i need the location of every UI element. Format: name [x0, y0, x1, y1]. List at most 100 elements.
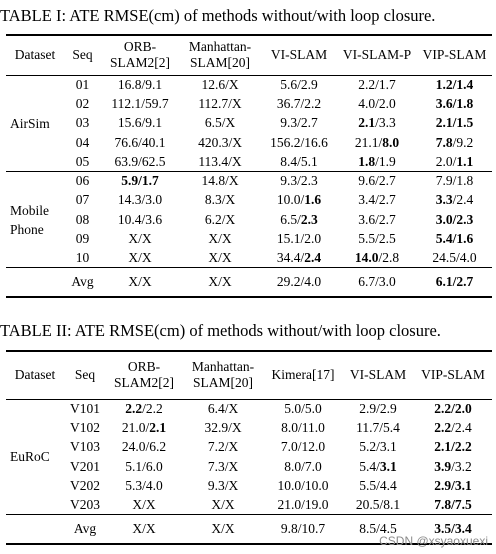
table-cell: V102: [70, 419, 100, 435]
table-cell: 3.0/2.3: [435, 211, 474, 227]
table-cell: 07: [75, 192, 90, 208]
table-cell: 36.7/2.2: [276, 95, 322, 111]
avg-cell: X/X: [208, 274, 232, 290]
table-row: 08 10.4/3.6 6.2/X 6.5/2.3 3.6/2.7 3.0/2.3: [6, 210, 492, 229]
table-row: EuRoC V101 2.2/2.2 6.4/X 5.0/5.0 2.9/2.9 2.2/2…: [6, 399, 492, 465]
avg-cell: Avg: [71, 274, 94, 290]
table-cell: 14.0/2.8: [354, 250, 400, 266]
table-cell: 11.7/5.4: [356, 419, 400, 435]
table-cell: 8.3/X: [204, 192, 236, 208]
table-cell: 05: [75, 153, 90, 169]
watermark: CSDN @xsyaoxuexi: [379, 534, 488, 548]
table-row: Mobile Phone 06 5.9/1.7 14.8/X 9.3/2.3 9.6/2.7…: [6, 171, 492, 236]
table-cell: 2.2/1.7: [358, 76, 396, 92]
column-header: Kimera[17]: [271, 367, 335, 383]
table-cell: 21.0/2.1: [121, 419, 167, 435]
table-cell: 3.9/3.2: [434, 458, 472, 474]
table-cell: 1.2/1.4: [435, 76, 474, 92]
avg-cell: 8.5/4.5: [359, 521, 397, 537]
table-row: V103 24.0/6.2 7.2/X 7.0/12.0 5.2/3.1 2.1/2.2: [6, 438, 492, 457]
table-cell: V201: [70, 458, 100, 474]
column-header: ORB- SLAM2[2]: [114, 359, 174, 391]
avg-cell: X/X: [132, 521, 156, 537]
table-cell: 2.0/1.1: [435, 153, 474, 169]
table-cell: 5.6/2.9: [280, 76, 318, 92]
table-cell: 24.5/4.0: [432, 250, 477, 266]
table1: Dataset Seq ORB- SLAM2[2] Manhattan- SLAM[20]…: [6, 34, 492, 298]
table-cell: 5.0/5.0: [284, 400, 322, 416]
table-cell: 5.4/3.1: [359, 458, 397, 474]
empty-cell: [6, 268, 64, 297]
table-cell: 3.6/2.7: [358, 211, 396, 227]
column-header: VI-SLAM: [349, 367, 407, 383]
table-cell: 02: [75, 95, 90, 111]
table-cell: X/X: [208, 250, 232, 266]
avg-cell: 29.2/4.0: [276, 274, 322, 290]
table-cell: 8.0/7.0: [284, 458, 322, 474]
table-cell: 06: [75, 173, 90, 189]
column-header: ORB- SLAM2[2]: [110, 39, 170, 71]
table-cell: 04: [75, 134, 90, 150]
table-cell: 09: [75, 231, 90, 247]
avg-cell: X/X: [211, 521, 235, 537]
table-cell: 5.1/6.0: [125, 458, 163, 474]
table-cell: 15.1/2.0: [276, 231, 322, 247]
table-cell: 2.1/3.3: [358, 115, 396, 131]
table-cell: V103: [70, 439, 100, 455]
avg-cell: Avg: [73, 521, 97, 537]
column-header: Seq: [72, 47, 93, 63]
avg-cell: 6.1/2.7: [435, 274, 474, 290]
dataset-label: EuRoC: [10, 449, 50, 465]
table-cell: 2.2/2.2: [125, 400, 163, 416]
table-cell: 21.0/19.0: [277, 496, 329, 512]
column-header: VI-SLAM-P: [342, 47, 412, 63]
table-cell: V203: [70, 496, 100, 512]
table-cell: 9.3/2.7: [280, 115, 318, 131]
table2: Dataset Seq ORB- SLAM2[2] Manhattan- SLAM[20]…: [6, 350, 492, 545]
table-cell: 21.1/8.0: [354, 134, 400, 150]
table-cell: 24.0/6.2: [121, 439, 167, 455]
table-cell: X/X: [211, 496, 235, 512]
table-cell: 10.4/3.6: [117, 211, 163, 227]
column-header: Manhattan- SLAM[20]: [191, 359, 255, 391]
table-cell: 6.4/X: [207, 400, 239, 416]
table-cell: 3.4/2.7: [358, 192, 396, 208]
table2-caption: TABLE II: ATE RMSE(cm) of methods withou…: [0, 321, 441, 340]
table-cell: 420.3/X: [198, 134, 242, 150]
table-cell: X/X: [128, 250, 152, 266]
column-header: Seq: [74, 367, 96, 383]
table-cell: 2.2/2.0: [434, 400, 472, 416]
table-cell: 2.1/1.5: [435, 115, 474, 131]
table-row: AirSim 01 16.8/9.1 12.6/X 5.6/2.9 2.2/1.7 1.2/…: [6, 75, 492, 131]
table-cell: 34.4/2.4: [276, 250, 322, 266]
dataset-label: Mobile Phone: [10, 202, 49, 237]
table-cell: 7.8/9.2: [435, 134, 474, 150]
table1-caption: TABLE I: ATE RMSE(cm) of methods without…: [0, 6, 436, 25]
table-cell: 9.3/X: [207, 477, 239, 493]
avg-cell: X/X: [128, 274, 152, 290]
table-cell: 63.9/62.5: [114, 153, 166, 169]
table-cell: 1.8/1.9: [358, 153, 396, 169]
avg-row: Avg X/X X/X 9.8/10.7 8.5/4.5 3.5/3.4: [6, 515, 492, 544]
table-cell: X/X: [208, 231, 232, 247]
table-cell: 7.8/7.5: [434, 496, 472, 512]
table-row: 07 14.3/3.0 8.3/X 10.0/1.6 3.4/2.7 3.3/2.4: [6, 191, 492, 210]
table-cell: X/X: [128, 231, 152, 247]
table-cell: 20.5/8.1: [355, 496, 401, 512]
table-row: 02 112.1/59.7 112.7/X 36.7/2.2 4.0/2.0 3.6/1.…: [6, 94, 492, 113]
table-cell: 10.0/1.6: [276, 192, 322, 208]
table-cell: 4.0/2.0: [358, 95, 396, 111]
table-cell: 5.3/4.0: [125, 477, 163, 493]
column-header: Manhattan- SLAM[20]: [188, 39, 252, 71]
avg-cell: 6.7/3.0: [358, 274, 396, 290]
avg-cell: 3.5/3.4: [434, 521, 472, 537]
table-row: 05 63.9/62.5 113.4/X 8.4/5.1 1.8/1.9 2.0/1.1: [6, 152, 492, 172]
table-cell: 5.5/4.4: [359, 477, 397, 493]
table-cell: 2.9/2.9: [359, 400, 397, 416]
table-cell: 2.2/2.4: [434, 419, 472, 435]
table-cell: 113.4/X: [198, 153, 242, 169]
table-cell: 5.4/1.6: [435, 231, 474, 247]
table-cell: 5.5/2.5: [358, 231, 396, 247]
table-row: V202 5.3/4.0 9.3/X 10.0/10.0 5.5/4.4 2.9/3.1: [6, 476, 492, 495]
table-cell: 32.9/X: [204, 419, 242, 435]
